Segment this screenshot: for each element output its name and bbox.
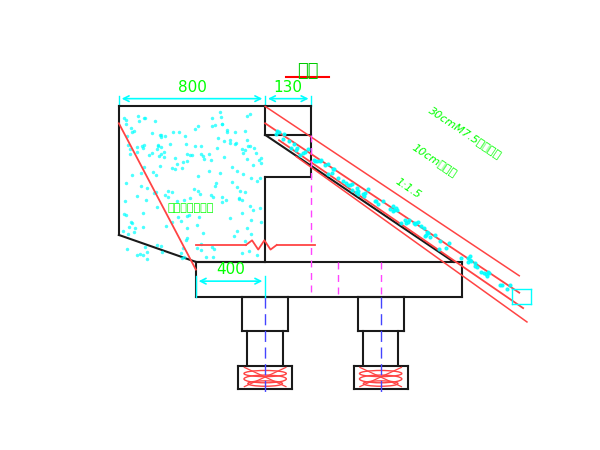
Text: 800: 800	[178, 80, 206, 95]
Text: 10cm砂浆层: 10cm砂浆层	[410, 142, 458, 179]
Text: 1:1.5: 1:1.5	[393, 177, 422, 201]
Text: 130: 130	[274, 80, 303, 95]
Text: 30cmM7.5浆砌片石: 30cmM7.5浆砌片石	[427, 105, 503, 160]
Text: 400: 400	[216, 262, 245, 277]
Text: 台背回填砂性土: 台背回填砂性土	[167, 203, 214, 213]
Text: 侧面: 侧面	[297, 62, 318, 80]
